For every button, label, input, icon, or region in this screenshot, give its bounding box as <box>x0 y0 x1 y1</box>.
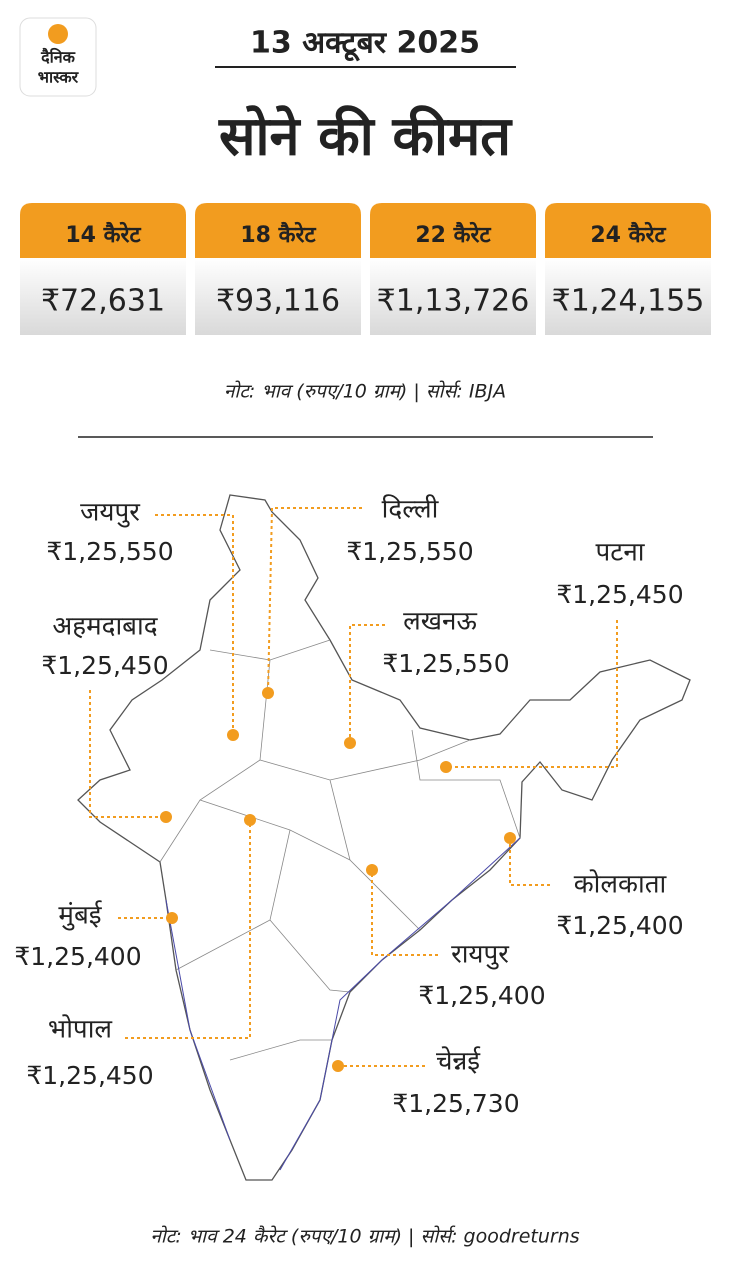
karat-price: ₹1,24,155 <box>552 284 705 319</box>
coastline <box>165 837 521 1171</box>
city-dot <box>166 912 178 924</box>
leader-line <box>89 690 166 818</box>
leader-line <box>267 507 362 694</box>
city-name: भोपाल <box>48 1014 113 1045</box>
state-borders <box>159 639 521 1061</box>
city-name: मुंबई <box>58 900 102 931</box>
city-name: लखनऊ <box>403 607 477 637</box>
city-price: ₹1,25,450 <box>556 580 683 609</box>
city-name: कोलकाता <box>574 869 668 900</box>
leader-line <box>446 620 618 768</box>
city-name: रायपुर <box>451 940 510 970</box>
city-price: ₹1,25,400 <box>418 981 545 1010</box>
city-dot <box>244 814 256 826</box>
logo-sun <box>48 24 68 44</box>
city-dot <box>440 761 452 773</box>
karat-label: 24 कैरेट <box>590 221 666 248</box>
city-dot <box>366 864 378 876</box>
city-name: दिल्ली <box>382 494 440 525</box>
card-body <box>370 258 536 335</box>
leader-line <box>125 820 251 1039</box>
city-dot <box>262 687 274 699</box>
leader-line <box>371 870 438 956</box>
karat-price: ₹1,13,726 <box>377 284 530 319</box>
city-price: ₹1,25,400 <box>556 911 683 940</box>
table-note: नोट: भाव (रुपए/10 ग्राम) | सोर्स: IBJA <box>224 380 506 403</box>
leader-line <box>155 514 234 735</box>
karat-price: ₹93,116 <box>216 284 340 319</box>
city-dot <box>160 811 172 823</box>
city-price: ₹1,25,450 <box>26 1061 153 1090</box>
card-header <box>20 203 186 258</box>
city-price: ₹1,25,400 <box>14 942 141 971</box>
city-dot <box>504 832 516 844</box>
city-price: ₹1,25,730 <box>392 1089 519 1118</box>
karat-label: 14 कैरेट <box>65 221 141 248</box>
map-outline <box>77 494 691 1181</box>
city-labels: जयपुर ₹1,25,550 दिल्ली ₹1,25,550 पटना ₹1,25,4… <box>14 494 683 1119</box>
india-map <box>77 494 691 1181</box>
title: सोने की कीमत <box>218 105 513 168</box>
city-price: ₹1,25,550 <box>46 537 173 566</box>
price-table: 14 कैरेट ₹72,631 18 कैरेट ₹93,116 22 कैरेट ₹1… <box>20 203 711 335</box>
city-dot <box>344 737 356 749</box>
map-note: नोट: भाव 24 कैरेट (रुपए/10 ग्राम) | सोर्… <box>150 1225 579 1248</box>
city-name: जयपुर <box>80 498 141 528</box>
leader-line <box>509 838 550 886</box>
card-header <box>370 203 536 258</box>
city-name: पटना <box>595 538 645 568</box>
logo: दैनिक भास्कर <box>19 17 97 97</box>
logo-box <box>19 17 97 97</box>
logo-line1: दैनिक <box>40 48 76 67</box>
city-price: ₹1,25,550 <box>382 649 509 678</box>
city-price: ₹1,25,550 <box>346 537 473 566</box>
card-body <box>195 258 361 335</box>
city-price: ₹1,25,450 <box>41 651 168 680</box>
city-dot <box>332 1060 344 1072</box>
card-header <box>195 203 361 258</box>
city-name: अहमदाबाद <box>52 612 158 642</box>
city-dot <box>227 729 239 741</box>
card-header <box>545 203 711 258</box>
card-body <box>20 258 186 335</box>
logo-line2: भास्कर <box>38 68 80 87</box>
date: 13 अक्टूबर 2025 <box>250 26 480 62</box>
karat-label: 18 कैरेट <box>240 221 316 248</box>
karat-label: 22 कैरेट <box>415 221 491 248</box>
card-body <box>545 258 711 335</box>
city-name: चेन्नई <box>436 1046 481 1077</box>
karat-price: ₹72,631 <box>41 284 165 319</box>
